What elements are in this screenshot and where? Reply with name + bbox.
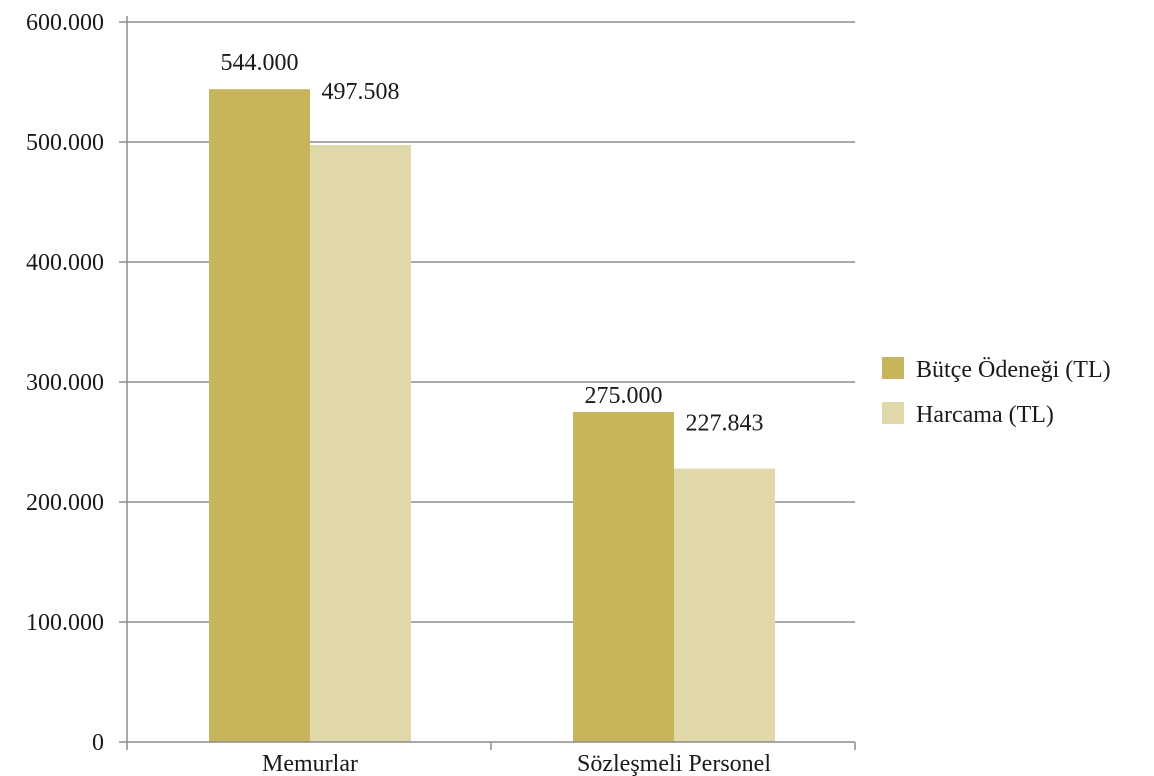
y-tick-label: 600.000: [26, 10, 104, 36]
x-tick-label: Sözleşmeli Personel: [577, 751, 771, 776]
data-label: 497.508: [322, 79, 400, 105]
y-tick-label: 0: [92, 730, 104, 756]
y-tick-label: 400.000: [26, 250, 104, 276]
bar: [209, 89, 310, 742]
y-tick-label: 300.000: [26, 370, 104, 396]
legend-label: Harcama (TL): [916, 402, 1054, 428]
data-label: 227.843: [686, 411, 764, 437]
bar: [674, 468, 775, 742]
bars: [209, 89, 775, 742]
legend: Bütçe Ödeneği (TL) Harcama (TL): [882, 357, 1111, 428]
bar: [573, 412, 674, 742]
legend-label: Bütçe Ödeneği (TL): [916, 357, 1111, 383]
y-tick-label: 100.000: [26, 610, 104, 636]
y-tick-label: 500.000: [26, 130, 104, 156]
y-tick-label: 200.000: [26, 490, 104, 516]
x-tick-label: Memurlar: [262, 751, 358, 776]
bar: [310, 144, 411, 742]
data-label: 275.000: [585, 383, 663, 409]
axes: 0 100.000 200.000 300.000 400.000 500.000 600.…: [26, 10, 856, 776]
legend-swatch: [882, 402, 904, 424]
data-labels: 544.000 497.508 275.000 227.843: [221, 50, 764, 436]
legend-swatch: [882, 357, 904, 379]
data-label: 544.000: [221, 50, 299, 76]
